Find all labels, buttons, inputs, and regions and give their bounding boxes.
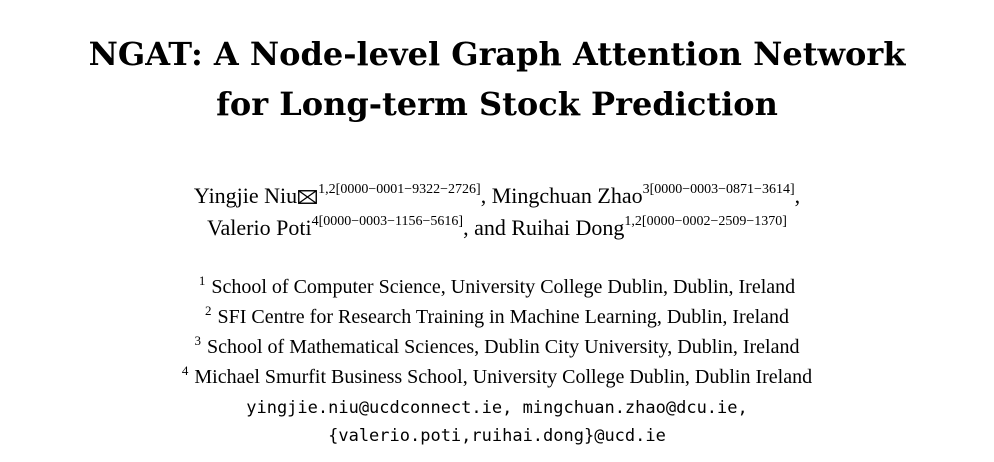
- envelope-icon: [298, 190, 318, 204]
- paper-title-line-2: for Long-term Stock Prediction: [216, 85, 778, 123]
- affiliation-text: School of Mathematical Sciences, Dublin …: [207, 336, 800, 358]
- author-line-2: Valerio Poti4[0000−0003−1156−5616], and …: [0, 214, 994, 242]
- author-affiliation-sup: 1,2[0000−0002−2509−1370]: [624, 214, 787, 229]
- author-name: Mingchuan Zhao: [491, 183, 643, 208]
- affiliation-text: School of Computer Science, University C…: [211, 276, 796, 298]
- author-separator: , and: [463, 215, 512, 240]
- affiliation-text: SFI Centre for Research Training in Mach…: [217, 306, 790, 328]
- author-affiliation-sup: 1,2[0000−0001−9322−2726]: [318, 182, 481, 197]
- affiliation-number: 4: [181, 363, 189, 378]
- author-affiliation-sup: 4[0000−0003−1156−5616]: [311, 214, 464, 229]
- author-affiliation-sup: 3[0000−0003−0871−3614]: [642, 182, 795, 197]
- affiliation-text: Michael Smurfit Business School, Univers…: [194, 366, 813, 388]
- affiliation-number: 2: [204, 303, 212, 318]
- emails-line-1: yingjie.niu@ucdconnect.ie, mingchuan.zha…: [246, 398, 748, 418]
- author-line-1: Yingjie Niu 1,2[0000−0001−9322−2726], Min…: [0, 182, 994, 210]
- affiliation-4: 4 Michael Smurfit Business School, Univer…: [0, 364, 994, 390]
- paper-title-line-1: NGAT: A Node-level Graph Attention Netwo…: [88, 35, 906, 73]
- affiliation-3: 3 School of Mathematical Sciences, Dublin…: [0, 334, 994, 360]
- affiliation-number: 1: [198, 273, 206, 288]
- affiliation-number: 3: [194, 333, 202, 348]
- author-name: Yingjie Niu: [193, 183, 298, 208]
- author-name: Ruihai Dong: [511, 215, 625, 240]
- emails-line-2: {valerio.poti,ruihai.dong}@ucd.ie: [328, 426, 666, 446]
- author-separator: ,: [794, 183, 801, 208]
- affiliation-2: 2 SFI Centre for Research Training in Mac…: [0, 304, 994, 330]
- author-name: Valerio Poti: [207, 215, 312, 240]
- affiliation-1: 1 School of Computer Science, University …: [0, 274, 994, 300]
- author-separator: ,: [480, 183, 487, 208]
